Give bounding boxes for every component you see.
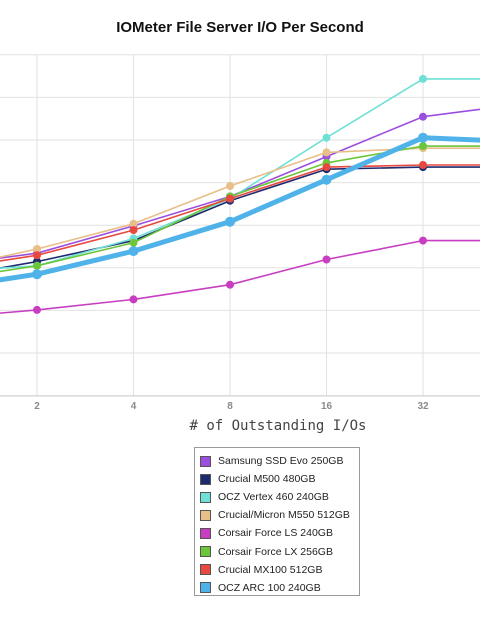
legend-swatch	[200, 546, 211, 558]
data-point	[129, 226, 138, 235]
data-point	[128, 246, 139, 257]
legend-label: OCZ ARC 100 240GB	[218, 581, 321, 594]
chart-title: IOMeter File Server I/O Per Second	[116, 19, 364, 36]
data-point	[322, 163, 331, 172]
data-point	[129, 295, 138, 304]
x-tick-label: 4	[131, 401, 137, 410]
legend-label: Crucial MX100 512GB	[218, 563, 323, 576]
legend-label: OCZ Vertex 460 240GB	[218, 491, 329, 504]
legend-swatch	[200, 527, 211, 539]
data-point	[419, 236, 427, 245]
data-point	[321, 174, 332, 185]
data-point	[33, 245, 41, 253]
line-chart: 2 4 8 16 32	[0, 54, 480, 410]
x-tick-labels: 2 4 8 16 32	[34, 401, 429, 410]
data-point	[322, 148, 331, 157]
data-point	[322, 255, 331, 264]
data-point	[33, 261, 41, 270]
x-axis-title: # of Outstanding I/Os	[189, 418, 367, 434]
data-point	[419, 161, 427, 169]
series-layer	[0, 74, 480, 314]
legend-swatch	[200, 582, 211, 594]
data-point	[418, 132, 428, 143]
series-7	[0, 132, 480, 283]
legend-item: Crucial MX100 512GB	[200, 561, 359, 579]
data-point	[419, 74, 427, 83]
x-tick-label: 16	[321, 401, 333, 410]
legend-item: OCZ ARC 100 240GB	[200, 579, 359, 597]
legend-label: Samsung SSD Evo 250GB	[218, 455, 344, 468]
data-point	[419, 112, 427, 121]
data-point	[419, 142, 427, 151]
legend-item: OCZ Vertex 460 240GB	[200, 488, 359, 506]
data-point	[322, 133, 331, 142]
legend-swatch	[200, 509, 211, 521]
series-6	[0, 161, 480, 262]
legend-label: Corsair Force LX 256GB	[218, 545, 333, 558]
legend-label: Crucial/Micron M550 512GB	[218, 509, 350, 522]
legend-label: Corsair Force LS 240GB	[218, 527, 333, 540]
legend-item: Crucial/Micron M550 512GB	[200, 506, 359, 524]
grid	[0, 54, 480, 397]
legend-swatch	[200, 473, 211, 485]
data-point	[226, 194, 234, 203]
data-point	[33, 251, 41, 260]
x-tick-label: 32	[417, 401, 429, 410]
legend-label: Crucial M500 480GB	[218, 473, 316, 486]
data-point	[129, 238, 138, 247]
data-point	[129, 219, 138, 228]
data-point	[33, 305, 41, 314]
x-tick-label: 8	[227, 401, 233, 410]
legend-swatch	[200, 455, 211, 467]
data-point	[226, 182, 234, 190]
data-point	[225, 216, 235, 227]
legend-swatch	[200, 564, 211, 576]
data-point	[226, 280, 234, 289]
legend-item: Crucial M500 480GB	[200, 470, 359, 488]
legend: Samsung SSD Evo 250GB Crucial M500 480GB O…	[194, 447, 360, 596]
legend-item: Corsair Force LS 240GB	[200, 524, 359, 542]
x-tick-label: 2	[34, 401, 40, 410]
legend-swatch	[200, 491, 211, 503]
legend-item: Corsair Force LX 256GB	[200, 542, 359, 560]
series-4	[0, 236, 480, 314]
data-point	[32, 269, 42, 280]
legend-item: Samsung SSD Evo 250GB	[200, 452, 359, 470]
